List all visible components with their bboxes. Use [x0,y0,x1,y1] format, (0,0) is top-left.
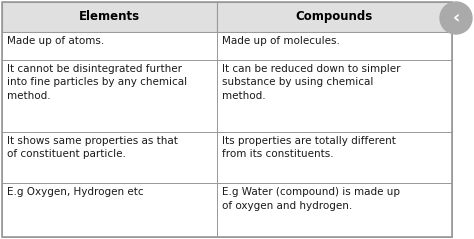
Text: It shows same properties as that
of constituent particle.: It shows same properties as that of cons… [7,136,178,159]
Bar [2,132,217,183]
Text: E.g Oxygen, Hydrogen etc: E.g Oxygen, Hydrogen etc [7,187,144,197]
Bar [2,2,217,32]
Text: It can be reduced down to simpler
substance by using chemical
method.: It can be reduced down to simpler substa… [222,64,400,101]
Bar [217,183,452,237]
Text: Made up of atoms.: Made up of atoms. [7,36,104,46]
Text: Its properties are totally different
from its constituents.: Its properties are totally different fro… [222,136,395,159]
Text: Compounds: Compounds [296,10,373,23]
Text: It cannot be disintegrated further
into fine particles by any chemical
method.: It cannot be disintegrated further into … [7,64,187,101]
Text: E.g Water (compound) is made up
of oxygen and hydrogen.: E.g Water (compound) is made up of oxyge… [222,187,400,211]
Text: ‹: ‹ [452,9,460,27]
Bar [2,32,217,60]
Bar [2,183,217,237]
Circle shape [440,2,472,34]
Bar [217,60,452,132]
Text: Elements: Elements [79,10,140,23]
Bar [217,2,452,32]
Text: Made up of molecules.: Made up of molecules. [222,36,339,46]
Bar [217,32,452,60]
Bar [217,132,452,183]
Bar [2,60,217,132]
